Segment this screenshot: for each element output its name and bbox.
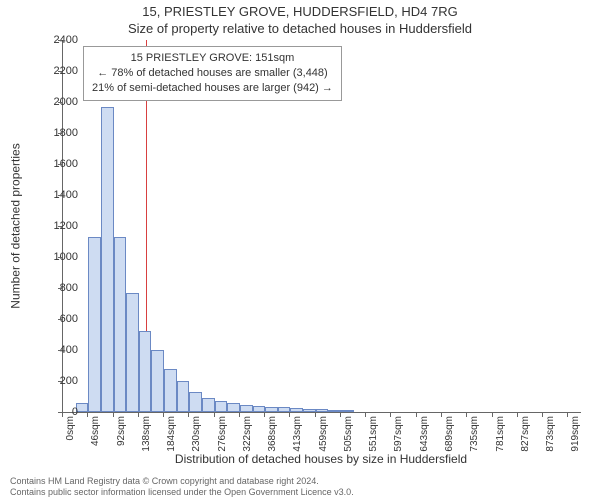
x-tick-mark xyxy=(188,413,189,417)
histogram-bar xyxy=(227,403,240,412)
y-tick-mark xyxy=(58,319,62,320)
annotation-line-1: 15 PRIESTLEY GROVE: 151sqm xyxy=(92,51,333,66)
annotation-line-3: 21% of semi-detached houses are larger (… xyxy=(92,81,333,96)
histogram-bar xyxy=(189,392,202,412)
chart-container: 15, PRIESTLEY GROVE, HUDDERSFIELD, HD4 7… xyxy=(0,0,600,500)
x-tick-mark xyxy=(517,413,518,417)
x-tick-mark xyxy=(390,413,391,417)
y-tick-mark xyxy=(58,133,62,134)
y-tick-mark xyxy=(58,257,62,258)
y-tick-mark xyxy=(58,71,62,72)
x-tick-label: 827sqm xyxy=(520,416,531,452)
footer-line-1: Contains HM Land Registry data © Crown c… xyxy=(10,476,354,487)
histogram-bar xyxy=(126,293,139,412)
histogram-bar xyxy=(341,410,354,412)
x-tick-label: 505sqm xyxy=(343,416,354,452)
x-tick-mark xyxy=(542,413,543,417)
x-tick-label: 368sqm xyxy=(267,416,278,452)
y-tick-mark xyxy=(58,350,62,351)
histogram-bar xyxy=(265,407,278,412)
x-axis-label: Distribution of detached houses by size … xyxy=(62,452,580,466)
x-tick-mark xyxy=(163,413,164,417)
x-tick-label: 92sqm xyxy=(116,416,127,446)
x-tick-label: 230sqm xyxy=(191,416,202,452)
x-tick-mark xyxy=(264,413,265,417)
histogram-bar xyxy=(177,381,190,412)
histogram-bar xyxy=(88,237,101,412)
histogram-bar xyxy=(253,406,266,412)
y-tick-mark xyxy=(58,164,62,165)
x-tick-label: 919sqm xyxy=(570,416,581,452)
x-tick-mark xyxy=(239,413,240,417)
x-tick-mark xyxy=(113,413,114,417)
y-tick-mark xyxy=(58,226,62,227)
y-tick-mark xyxy=(58,102,62,103)
x-tick-mark xyxy=(340,413,341,417)
x-tick-label: 276sqm xyxy=(217,416,228,452)
annotation-line-2: ← 78% of detached houses are smaller (3,… xyxy=(92,66,333,81)
x-tick-label: 873sqm xyxy=(545,416,556,452)
histogram-bar xyxy=(328,410,341,412)
histogram-bar xyxy=(290,408,303,412)
y-axis-label-text: Number of detached properties xyxy=(9,143,23,308)
chart-title-address: 15, PRIESTLEY GROVE, HUDDERSFIELD, HD4 7… xyxy=(0,4,600,19)
y-tick-mark xyxy=(58,195,62,196)
histogram-bar xyxy=(164,369,177,412)
plot-area: 15 PRIESTLEY GROVE: 151sqm ← 78% of deta… xyxy=(62,40,581,413)
x-tick-mark xyxy=(466,413,467,417)
annotation-box: 15 PRIESTLEY GROVE: 151sqm ← 78% of deta… xyxy=(83,46,342,101)
x-tick-label: 0sqm xyxy=(65,416,76,440)
x-tick-label: 597sqm xyxy=(393,416,404,452)
chart-title-sub: Size of property relative to detached ho… xyxy=(0,21,600,36)
histogram-bar xyxy=(303,409,316,412)
x-tick-label: 643sqm xyxy=(419,416,430,452)
histogram-bar xyxy=(151,350,164,412)
x-tick-mark xyxy=(365,413,366,417)
x-tick-label: 184sqm xyxy=(166,416,177,452)
histogram-bar xyxy=(278,407,291,412)
y-axis-label: Number of detached properties xyxy=(8,40,24,412)
x-tick-label: 322sqm xyxy=(242,416,253,452)
x-tick-label: 413sqm xyxy=(292,416,303,452)
x-tick-mark xyxy=(138,413,139,417)
x-tick-label: 138sqm xyxy=(141,416,152,452)
x-tick-mark xyxy=(289,413,290,417)
x-tick-mark xyxy=(567,413,568,417)
x-tick-label: 46sqm xyxy=(90,416,101,446)
x-tick-mark xyxy=(214,413,215,417)
footer-line-2: Contains public sector information licen… xyxy=(10,487,354,498)
y-tick-mark xyxy=(58,381,62,382)
y-tick-mark xyxy=(58,288,62,289)
histogram-bar xyxy=(101,107,114,412)
x-tick-mark xyxy=(62,413,63,417)
x-tick-label: 459sqm xyxy=(318,416,329,452)
x-tick-label: 735sqm xyxy=(469,416,480,452)
x-tick-label: 781sqm xyxy=(495,416,506,452)
histogram-bar xyxy=(316,409,329,412)
histogram-bar xyxy=(240,405,253,412)
histogram-bar xyxy=(215,401,228,412)
x-tick-mark xyxy=(441,413,442,417)
x-tick-mark xyxy=(416,413,417,417)
x-tick-mark xyxy=(87,413,88,417)
x-tick-label: 689sqm xyxy=(444,416,455,452)
footer-attribution: Contains HM Land Registry data © Crown c… xyxy=(10,476,354,499)
x-tick-label: 551sqm xyxy=(368,416,379,452)
y-tick-mark xyxy=(58,40,62,41)
x-tick-mark xyxy=(315,413,316,417)
histogram-bar xyxy=(139,331,152,412)
histogram-bar xyxy=(202,398,215,412)
histogram-bar xyxy=(114,237,127,412)
x-tick-mark xyxy=(492,413,493,417)
